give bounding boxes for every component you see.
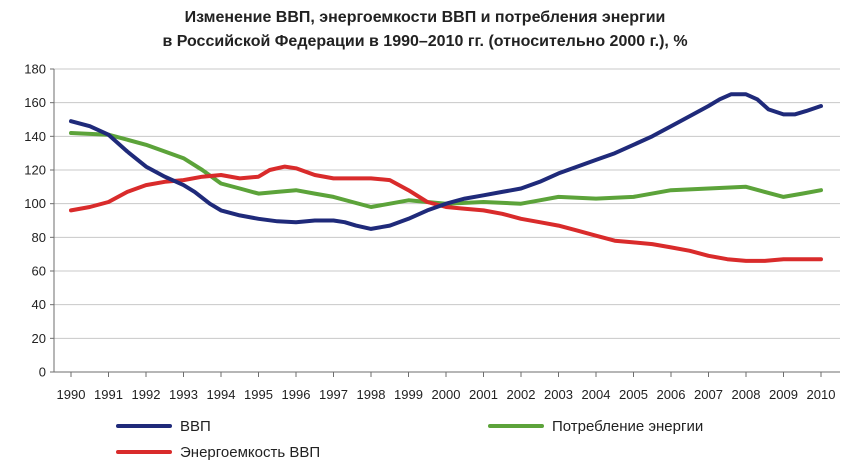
- legend-label-1: Потребление энергии: [552, 418, 703, 435]
- x-axis-ticks: 1990 1991 1992 1993 1994 1995 1996 1997 1998 1999…: [57, 387, 836, 402]
- y-tick-label: 160: [24, 95, 46, 110]
- chart-title-line-1: Изменение ВВП, энергоемкости ВВП и потре…: [184, 9, 666, 26]
- x-tick-label: 1992: [132, 387, 161, 402]
- axes: [50, 68, 840, 377]
- y-tick-label: 40: [32, 297, 46, 312]
- y-tick-label: 20: [32, 331, 46, 346]
- x-tick-label: 1998: [357, 387, 386, 402]
- series-line-0: [69, 92, 823, 231]
- y-tick-label: 140: [24, 129, 46, 144]
- x-tick-label: 1996: [282, 387, 311, 402]
- x-tick-label: 2005: [619, 387, 648, 402]
- x-tick-label: 1994: [207, 387, 236, 402]
- x-tick-label: 1995: [244, 387, 273, 402]
- series-line-1: [69, 131, 823, 209]
- y-tick-label: 120: [24, 163, 46, 178]
- y-tick-label: 0: [39, 365, 46, 380]
- y-tick-label: 80: [32, 230, 46, 245]
- chart-title-line-2: в Российской Федерации в 1990–2010 гг. (…: [162, 33, 688, 50]
- legend-label-2: Энергоемкость ВВП: [180, 444, 320, 461]
- x-tick-label: 2008: [732, 387, 761, 402]
- x-tick-label: 2009: [769, 387, 798, 402]
- series-line-2: [69, 164, 823, 263]
- x-tick-label: 2003: [544, 387, 573, 402]
- x-tick-label: 2004: [582, 387, 611, 402]
- x-tick-label: 2000: [432, 387, 461, 402]
- x-tick-label: 1990: [57, 387, 86, 402]
- chart-title: Изменение ВВП, энергоемкости ВВП и потре…: [0, 6, 850, 54]
- y-tick-label: 180: [24, 62, 46, 77]
- x-tick-label: 2007: [694, 387, 723, 402]
- x-tick-label: 2002: [507, 387, 536, 402]
- x-tick-label: 1993: [169, 387, 198, 402]
- legend-label-0: ВВП: [180, 418, 211, 435]
- y-axis-ticks: 0 20 40 60 80 100 120 140 160 180: [24, 62, 46, 380]
- x-tick-label: 2006: [657, 387, 686, 402]
- legend: ВВП Потребление энергии Энергоемкость ВВП: [116, 418, 703, 461]
- series-lines: [69, 92, 823, 263]
- x-tick-label: 2001: [469, 387, 498, 402]
- x-tick-label: 2010: [807, 387, 836, 402]
- x-tick-label: 1997: [319, 387, 348, 402]
- grid-lines: [54, 68, 840, 339]
- x-tick-label: 1991: [94, 387, 123, 402]
- y-tick-label: 60: [32, 264, 46, 279]
- x-tick-label: 1999: [394, 387, 423, 402]
- y-tick-label: 100: [24, 196, 46, 211]
